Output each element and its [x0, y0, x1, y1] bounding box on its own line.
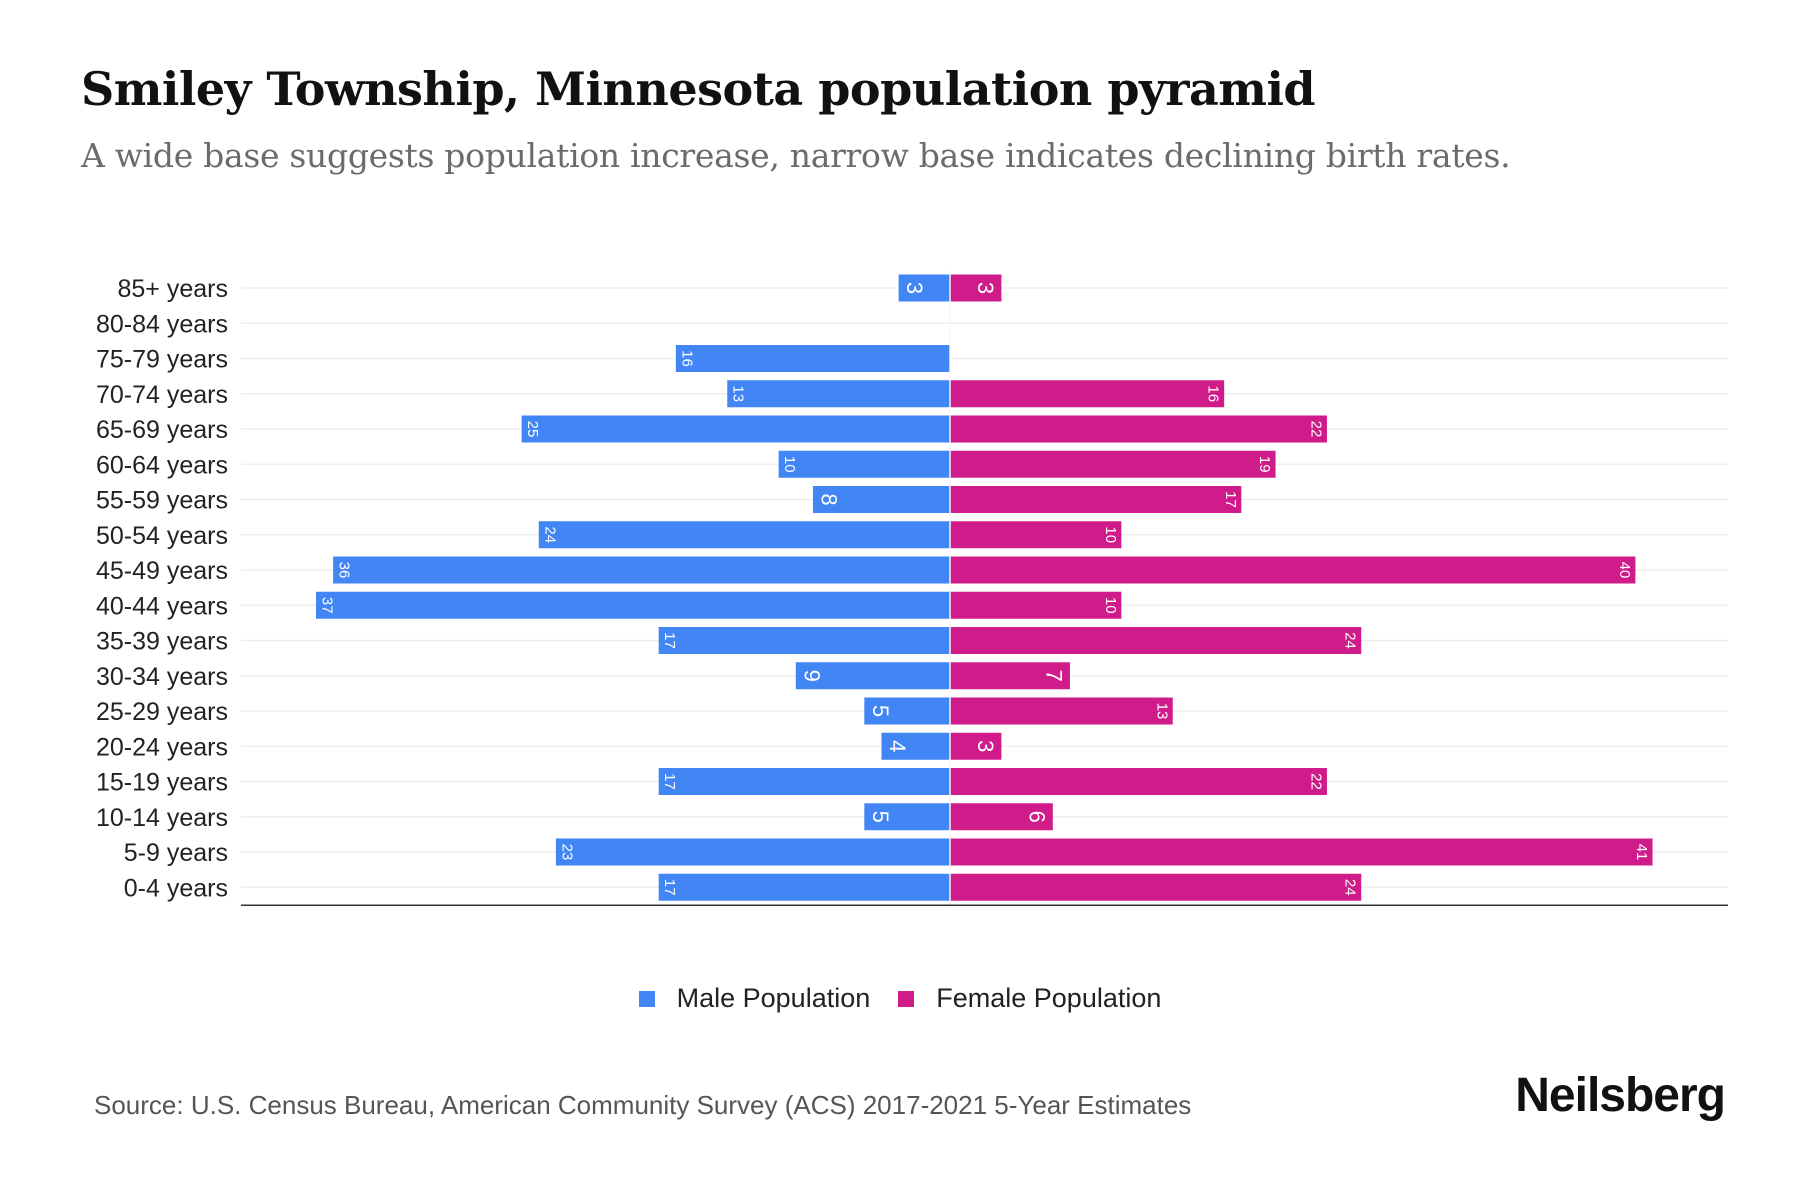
female-bar [950, 521, 1122, 549]
brand-logo: Neilsberg [1515, 1069, 1726, 1122]
male-bar [864, 803, 950, 831]
male-bar [864, 697, 950, 725]
data-label: 9 [799, 670, 824, 682]
male-bar [316, 591, 950, 619]
female-bar [950, 627, 1362, 654]
data-label: 13 [730, 385, 747, 402]
data-label: 3 [973, 740, 998, 752]
data-label: 24 [1342, 879, 1359, 896]
data-label: 17 [661, 632, 678, 649]
female-bar [950, 415, 1327, 443]
male-bar [658, 627, 950, 654]
y-tick-label: 35-39 years [96, 628, 228, 656]
source-note: Source: U.S. Census Bureau, American Com… [94, 1090, 1192, 1120]
y-tick-label: 85+ years [118, 275, 229, 303]
female-bar [950, 486, 1242, 513]
data-label: 10 [1102, 597, 1119, 614]
data-label: 40 [1616, 562, 1633, 579]
legend-item-male[interactable]: Male Population [638, 983, 871, 1014]
legend-swatch-male [638, 990, 655, 1007]
male-bar [658, 873, 950, 901]
legend-label-male: Male Population [676, 983, 871, 1013]
data-label: 10 [781, 456, 798, 473]
female-bar [950, 697, 1173, 725]
y-tick-label: 25-29 years [96, 698, 228, 726]
data-label: 16 [678, 350, 695, 367]
female-bar [950, 732, 1002, 760]
data-label: 23 [558, 844, 575, 861]
male-bar [521, 415, 950, 443]
male-bar [658, 768, 950, 795]
y-tick-label: 65-69 years [96, 416, 228, 444]
data-label: 24 [1342, 632, 1359, 649]
data-label: 17 [1222, 491, 1239, 508]
data-label: 10 [1102, 526, 1119, 543]
male-bar [727, 380, 950, 408]
data-label: 5 [868, 811, 893, 823]
y-tick-label: 50-54 years [96, 522, 228, 550]
y-tick-label: 55-59 years [96, 487, 228, 515]
y-tick-label: 20-24 years [96, 733, 228, 761]
y-tick-label: 10-14 years [96, 804, 228, 832]
data-label: 6 [1024, 811, 1049, 823]
data-label: 4 [885, 740, 910, 752]
data-label: 19 [1256, 456, 1273, 473]
male-bar [538, 521, 950, 549]
male-bar [812, 486, 950, 513]
data-label: 36 [336, 562, 353, 579]
legend-item-female[interactable]: Female Population [898, 983, 1161, 1014]
data-label: 22 [1307, 421, 1324, 438]
female-bar [950, 274, 1002, 302]
legend-label-female: Female Population [936, 983, 1162, 1013]
data-label: 17 [661, 773, 678, 790]
y-tick-label: 70-74 years [96, 381, 228, 409]
data-label: 5 [868, 705, 893, 717]
chart-title: Smiley Township, Minnesota population py… [81, 62, 1316, 116]
male-bar [778, 450, 950, 478]
y-tick-label: 5-9 years [124, 839, 228, 867]
male-bar [333, 556, 950, 584]
data-label: 17 [661, 879, 678, 896]
y-tick-label: 15-19 years [96, 769, 228, 797]
male-bar [675, 345, 950, 372]
data-label: 25 [524, 421, 541, 438]
data-label: 7 [1041, 670, 1066, 682]
female-bar [950, 450, 1276, 478]
chart-subtitle: A wide base suggests population increase… [81, 136, 1511, 175]
data-label: 8 [816, 493, 841, 505]
y-tick-label: 40-44 years [96, 592, 228, 620]
data-label: 3 [902, 282, 927, 294]
data-label: 24 [541, 526, 558, 543]
female-bar [950, 556, 1636, 584]
male-bar [555, 838, 950, 866]
male-bar [795, 662, 950, 690]
data-label: 41 [1633, 844, 1650, 861]
y-tick-label: 75-79 years [96, 346, 228, 374]
female-bar [950, 803, 1053, 831]
male-bar [881, 732, 950, 760]
legend: Male Population Female Population [0, 983, 1800, 1014]
data-label: 37 [319, 597, 336, 614]
y-tick-label: 80-84 years [96, 310, 228, 338]
data-label: 13 [1153, 703, 1170, 720]
legend-swatch-female [898, 990, 915, 1007]
female-bar [950, 591, 1122, 619]
female-bar [950, 768, 1327, 795]
y-tick-label: 30-34 years [96, 663, 228, 691]
female-bar [950, 873, 1362, 901]
data-label: 22 [1307, 773, 1324, 790]
female-bar [950, 380, 1225, 408]
y-tick-label: 45-49 years [96, 557, 228, 585]
y-tick-label: 60-64 years [96, 451, 228, 479]
male-bar [898, 274, 950, 302]
female-bar [950, 662, 1070, 690]
data-label: 16 [1205, 385, 1222, 402]
y-tick-label: 0-4 years [124, 874, 228, 902]
female-bar [950, 838, 1653, 866]
data-label: 3 [973, 282, 998, 294]
